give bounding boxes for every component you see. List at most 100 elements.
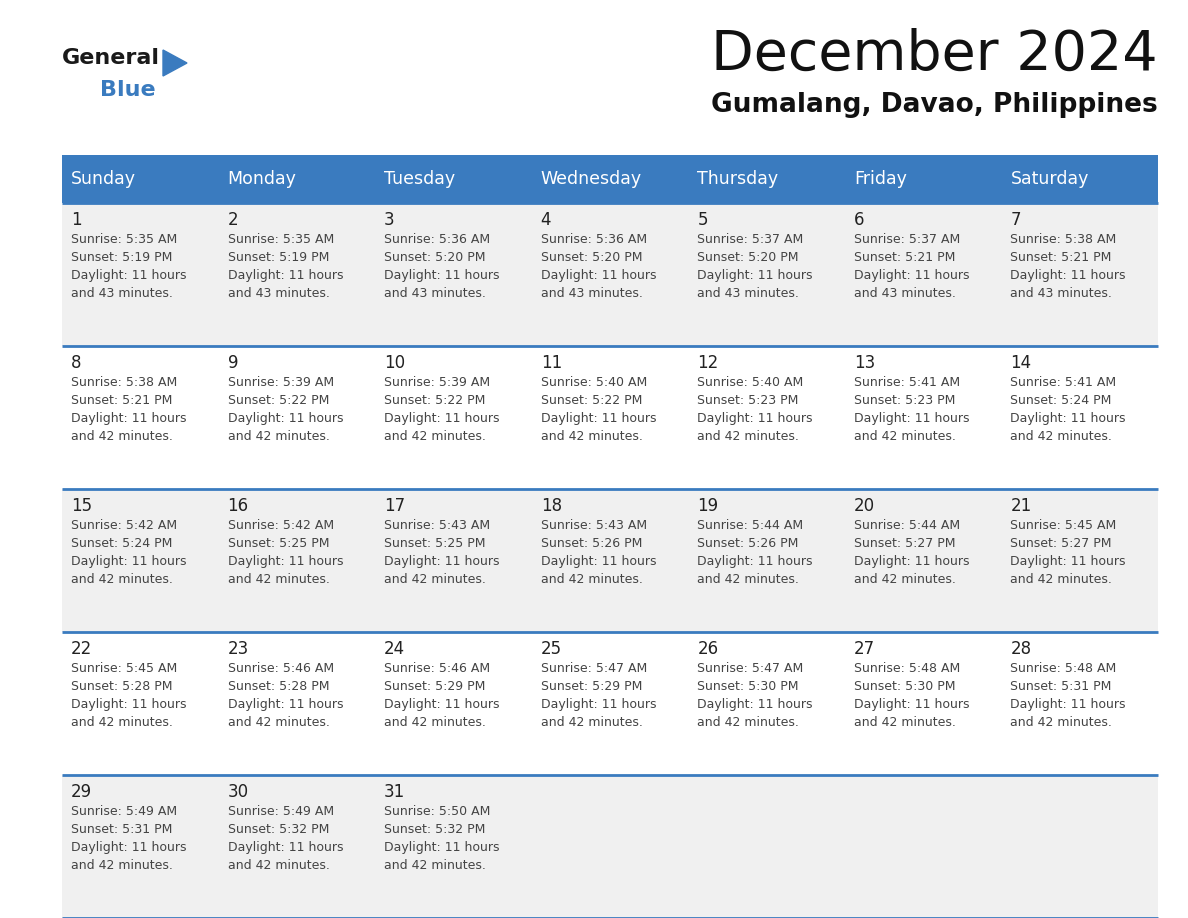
Text: Thursday: Thursday: [697, 170, 778, 188]
Text: Sunset: 5:26 PM: Sunset: 5:26 PM: [541, 537, 642, 550]
Text: Sunrise: 5:38 AM: Sunrise: 5:38 AM: [1011, 233, 1117, 246]
Text: Gumalang, Davao, Philippines: Gumalang, Davao, Philippines: [712, 92, 1158, 118]
Text: and 42 minutes.: and 42 minutes.: [71, 573, 173, 586]
Text: Daylight: 11 hours: Daylight: 11 hours: [697, 698, 813, 711]
Text: 3: 3: [384, 211, 394, 229]
Text: and 43 minutes.: and 43 minutes.: [1011, 287, 1112, 300]
Text: 31: 31: [384, 783, 405, 801]
Text: Sunset: 5:19 PM: Sunset: 5:19 PM: [228, 251, 329, 264]
Text: and 42 minutes.: and 42 minutes.: [1011, 573, 1112, 586]
Text: Daylight: 11 hours: Daylight: 11 hours: [228, 412, 343, 425]
Text: Friday: Friday: [854, 170, 906, 188]
Polygon shape: [163, 50, 187, 76]
Text: Sunset: 5:20 PM: Sunset: 5:20 PM: [541, 251, 643, 264]
Text: Sunrise: 5:36 AM: Sunrise: 5:36 AM: [541, 233, 646, 246]
Text: and 43 minutes.: and 43 minutes.: [71, 287, 173, 300]
Bar: [62, 155, 1158, 203]
Text: 12: 12: [697, 354, 719, 372]
Text: and 42 minutes.: and 42 minutes.: [384, 716, 486, 729]
Text: Daylight: 11 hours: Daylight: 11 hours: [854, 698, 969, 711]
Text: and 42 minutes.: and 42 minutes.: [854, 716, 955, 729]
Text: Daylight: 11 hours: Daylight: 11 hours: [854, 555, 969, 568]
Text: Saturday: Saturday: [1011, 170, 1089, 188]
Text: Daylight: 11 hours: Daylight: 11 hours: [541, 412, 656, 425]
Text: 29: 29: [71, 783, 93, 801]
Text: December 2024: December 2024: [712, 28, 1158, 82]
Text: 2: 2: [228, 211, 239, 229]
Text: 23: 23: [228, 640, 248, 658]
Text: Daylight: 11 hours: Daylight: 11 hours: [228, 698, 343, 711]
Text: Daylight: 11 hours: Daylight: 11 hours: [1011, 698, 1126, 711]
Text: 1: 1: [71, 211, 82, 229]
Text: and 42 minutes.: and 42 minutes.: [697, 430, 800, 443]
Text: Sunrise: 5:37 AM: Sunrise: 5:37 AM: [854, 233, 960, 246]
Bar: [62, 632, 1158, 775]
Text: Daylight: 11 hours: Daylight: 11 hours: [384, 412, 500, 425]
Text: Blue: Blue: [100, 80, 156, 100]
Text: Daylight: 11 hours: Daylight: 11 hours: [697, 412, 813, 425]
Text: 27: 27: [854, 640, 876, 658]
Text: Daylight: 11 hours: Daylight: 11 hours: [384, 698, 500, 711]
Text: General: General: [62, 48, 160, 68]
Text: 30: 30: [228, 783, 248, 801]
Text: and 42 minutes.: and 42 minutes.: [1011, 716, 1112, 729]
Text: Sunset: 5:24 PM: Sunset: 5:24 PM: [71, 537, 172, 550]
Text: Sunset: 5:26 PM: Sunset: 5:26 PM: [697, 537, 798, 550]
Text: and 42 minutes.: and 42 minutes.: [697, 716, 800, 729]
Text: Sunset: 5:22 PM: Sunset: 5:22 PM: [541, 394, 642, 407]
Text: 11: 11: [541, 354, 562, 372]
Text: Daylight: 11 hours: Daylight: 11 hours: [384, 269, 500, 282]
Text: Sunset: 5:28 PM: Sunset: 5:28 PM: [228, 680, 329, 693]
Text: and 42 minutes.: and 42 minutes.: [228, 716, 329, 729]
Text: 13: 13: [854, 354, 876, 372]
Text: 16: 16: [228, 497, 248, 515]
Text: Daylight: 11 hours: Daylight: 11 hours: [1011, 412, 1126, 425]
Text: Sunrise: 5:40 AM: Sunrise: 5:40 AM: [541, 376, 647, 389]
Text: Sunset: 5:27 PM: Sunset: 5:27 PM: [1011, 537, 1112, 550]
Text: Sunset: 5:21 PM: Sunset: 5:21 PM: [854, 251, 955, 264]
Text: Sunrise: 5:42 AM: Sunrise: 5:42 AM: [228, 519, 334, 532]
Text: Sunset: 5:32 PM: Sunset: 5:32 PM: [384, 823, 486, 836]
Text: and 42 minutes.: and 42 minutes.: [71, 430, 173, 443]
Text: Daylight: 11 hours: Daylight: 11 hours: [71, 269, 187, 282]
Text: Sunrise: 5:36 AM: Sunrise: 5:36 AM: [384, 233, 491, 246]
Text: and 42 minutes.: and 42 minutes.: [228, 430, 329, 443]
Text: Sunset: 5:22 PM: Sunset: 5:22 PM: [228, 394, 329, 407]
Text: Daylight: 11 hours: Daylight: 11 hours: [71, 412, 187, 425]
Text: and 43 minutes.: and 43 minutes.: [541, 287, 643, 300]
Text: and 42 minutes.: and 42 minutes.: [384, 430, 486, 443]
Text: Sunrise: 5:35 AM: Sunrise: 5:35 AM: [228, 233, 334, 246]
Text: Daylight: 11 hours: Daylight: 11 hours: [854, 269, 969, 282]
Text: Sunrise: 5:42 AM: Sunrise: 5:42 AM: [71, 519, 177, 532]
Text: and 42 minutes.: and 42 minutes.: [541, 716, 643, 729]
Text: Sunrise: 5:47 AM: Sunrise: 5:47 AM: [697, 662, 803, 675]
Text: 6: 6: [854, 211, 865, 229]
Text: Daylight: 11 hours: Daylight: 11 hours: [228, 555, 343, 568]
Text: Daylight: 11 hours: Daylight: 11 hours: [228, 269, 343, 282]
Text: 8: 8: [71, 354, 82, 372]
Text: 18: 18: [541, 497, 562, 515]
Text: Sunrise: 5:45 AM: Sunrise: 5:45 AM: [1011, 519, 1117, 532]
Text: Daylight: 11 hours: Daylight: 11 hours: [697, 269, 813, 282]
Text: 5: 5: [697, 211, 708, 229]
Text: Sunrise: 5:46 AM: Sunrise: 5:46 AM: [228, 662, 334, 675]
Text: 9: 9: [228, 354, 238, 372]
Text: Sunrise: 5:35 AM: Sunrise: 5:35 AM: [71, 233, 177, 246]
Text: Sunset: 5:24 PM: Sunset: 5:24 PM: [1011, 394, 1112, 407]
Text: Sunrise: 5:38 AM: Sunrise: 5:38 AM: [71, 376, 177, 389]
Text: 28: 28: [1011, 640, 1031, 658]
Text: Sunday: Sunday: [71, 170, 135, 188]
Text: Sunrise: 5:39 AM: Sunrise: 5:39 AM: [384, 376, 491, 389]
Text: 21: 21: [1011, 497, 1031, 515]
Text: 25: 25: [541, 640, 562, 658]
Text: Daylight: 11 hours: Daylight: 11 hours: [541, 698, 656, 711]
Text: Sunset: 5:20 PM: Sunset: 5:20 PM: [697, 251, 798, 264]
Text: 17: 17: [384, 497, 405, 515]
Text: 20: 20: [854, 497, 876, 515]
Text: Sunrise: 5:45 AM: Sunrise: 5:45 AM: [71, 662, 177, 675]
Text: Sunset: 5:19 PM: Sunset: 5:19 PM: [71, 251, 172, 264]
Text: Sunset: 5:31 PM: Sunset: 5:31 PM: [1011, 680, 1112, 693]
Text: and 43 minutes.: and 43 minutes.: [384, 287, 486, 300]
Text: and 42 minutes.: and 42 minutes.: [854, 430, 955, 443]
Bar: [62, 346, 1158, 489]
